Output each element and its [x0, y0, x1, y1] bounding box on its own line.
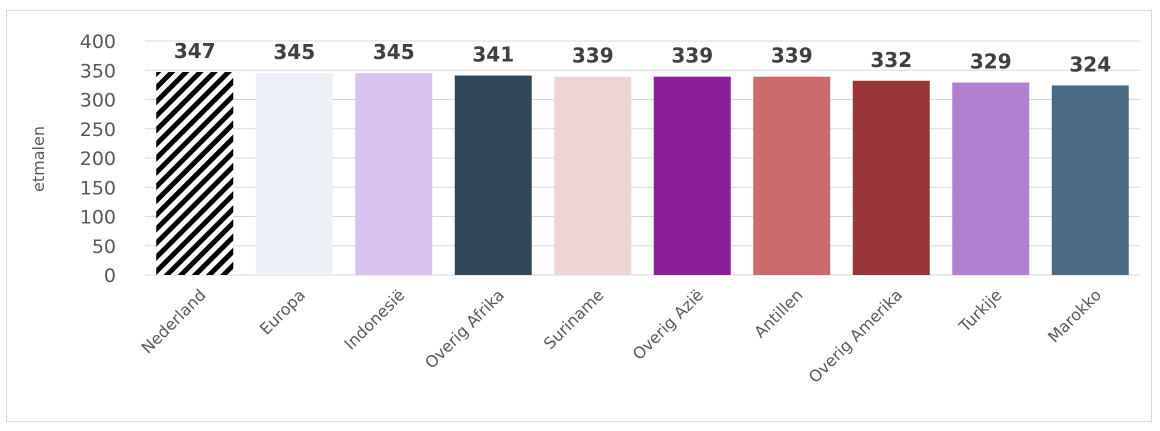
category-label: Suriname [540, 285, 608, 353]
value-labels: 347 345 345 341 339 339 339 332 329 324 [174, 39, 1111, 76]
y-tick-label: 350 [80, 60, 116, 82]
data-label: 345 [273, 40, 315, 64]
bar [852, 80, 930, 275]
y-tick-label: 50 [92, 236, 116, 258]
bar [753, 76, 831, 275]
data-label: 345 [373, 40, 415, 64]
category-label: Antillen [750, 285, 806, 341]
bar [454, 75, 532, 275]
data-label: 324 [1069, 52, 1111, 76]
category-label: Overig Afrika [421, 285, 508, 372]
bar [952, 82, 1030, 275]
y-axis-title: etmalen [29, 126, 48, 192]
bar [156, 72, 234, 275]
y-tick-label: 150 [80, 177, 116, 199]
data-label: 347 [174, 39, 216, 63]
bar [653, 76, 731, 275]
category-label: Indonesië [340, 285, 408, 353]
data-label: 339 [771, 44, 813, 68]
data-label: 339 [671, 44, 713, 68]
y-tick-label: 250 [80, 119, 116, 141]
category-label: Overig Amerika [805, 285, 906, 386]
category-label: Nederland [137, 285, 209, 357]
category-label: Overig Azië [629, 285, 707, 363]
data-label: 332 [870, 48, 912, 72]
category-label: Turkije [955, 285, 1006, 336]
y-axis-ticks: 0 50 100 150 200 250 300 350 400 [80, 31, 116, 287]
category-label: Europa [256, 285, 309, 338]
y-tick-label: 300 [80, 90, 116, 112]
bar [255, 73, 333, 275]
bar [1051, 85, 1129, 276]
data-label: 339 [572, 44, 614, 68]
data-label: 329 [970, 50, 1012, 74]
y-tick-label: 100 [80, 207, 116, 229]
y-tick-label: 400 [80, 31, 116, 53]
data-label: 341 [472, 43, 514, 67]
category-labels: Nederland Europa Indonesië Overig Afrika Sur… [137, 285, 1105, 386]
category-label: Marokko [1044, 285, 1105, 346]
bar [355, 73, 433, 275]
bar [554, 76, 632, 275]
bars [156, 72, 1129, 276]
y-tick-label: 0 [104, 265, 116, 287]
y-tick-label: 200 [80, 148, 116, 170]
